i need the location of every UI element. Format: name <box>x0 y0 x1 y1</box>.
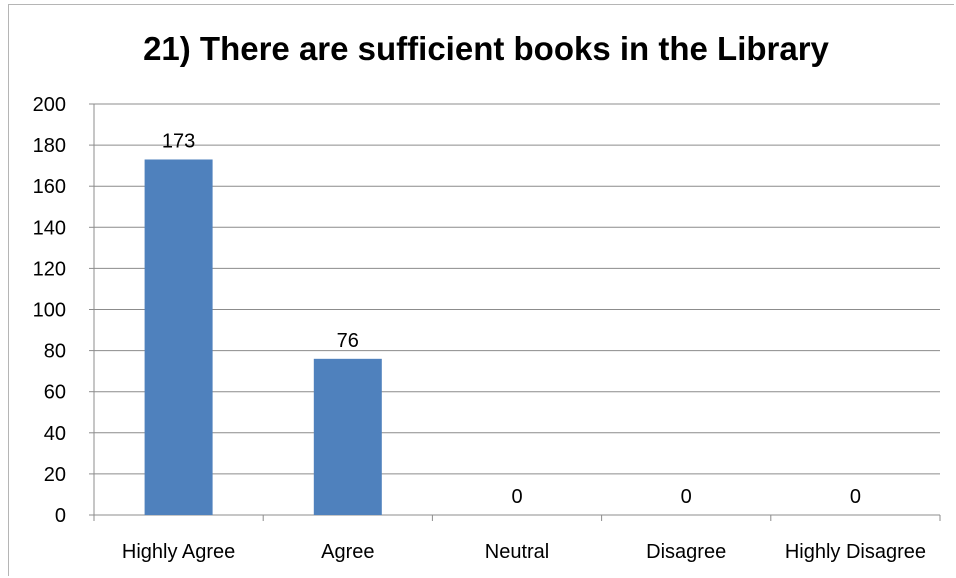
y-tick-label-160: 160 <box>33 176 66 198</box>
category-label-agree: Agree <box>321 541 374 563</box>
y-tick-label-20: 20 <box>44 464 66 486</box>
y-tick-label-60: 60 <box>44 382 66 404</box>
y-tick-label-100: 100 <box>33 300 66 322</box>
data-label-highly-agree: 173 <box>162 130 195 152</box>
data-label-disagree: 0 <box>681 486 692 508</box>
category-label-disagree: Disagree <box>646 541 726 563</box>
data-label-agree: 76 <box>337 330 359 352</box>
y-tick-label-140: 140 <box>33 217 66 239</box>
gridlines <box>94 103 940 475</box>
y-tick-label-120: 120 <box>33 258 66 280</box>
chart-title: 21) There are sufficient books in the Li… <box>143 30 829 67</box>
y-tick-label-80: 80 <box>44 341 66 363</box>
y-axis-tick-labels: 0 20 40 60 80 100 120 140 160 180 200 <box>33 94 66 527</box>
category-label-highly-agree: Highly Agree <box>122 541 235 563</box>
data-labels: 173 76 0 0 0 <box>162 130 861 508</box>
category-label-neutral: Neutral <box>485 541 549 563</box>
y-tick-label-0: 0 <box>55 505 66 527</box>
bar-agree <box>313 358 382 515</box>
bars <box>144 159 382 516</box>
x-axis-category-labels: Highly Agree Agree Neutral Disagree Highly D… <box>122 541 926 563</box>
bar-highly-agree <box>144 159 213 516</box>
category-label-highly-disagree: Highly Disagree <box>785 541 926 563</box>
chart-frame <box>8 4 954 576</box>
data-label-neutral: 0 <box>511 486 522 508</box>
data-label-highly-disagree: 0 <box>850 486 861 508</box>
y-tick-label-180: 180 <box>33 135 66 157</box>
axes <box>89 103 941 521</box>
y-tick-label-200: 200 <box>33 94 66 116</box>
y-tick-label-40: 40 <box>44 423 66 445</box>
